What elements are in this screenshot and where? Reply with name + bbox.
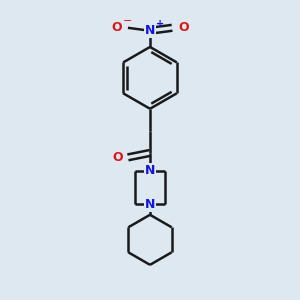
Text: N: N	[145, 24, 155, 37]
Text: N: N	[145, 198, 155, 211]
Text: +: +	[156, 19, 164, 29]
Text: O: O	[112, 151, 123, 164]
Text: O: O	[111, 21, 122, 34]
Text: O: O	[178, 21, 189, 34]
Text: N: N	[145, 164, 155, 177]
Text: −: −	[123, 16, 133, 26]
